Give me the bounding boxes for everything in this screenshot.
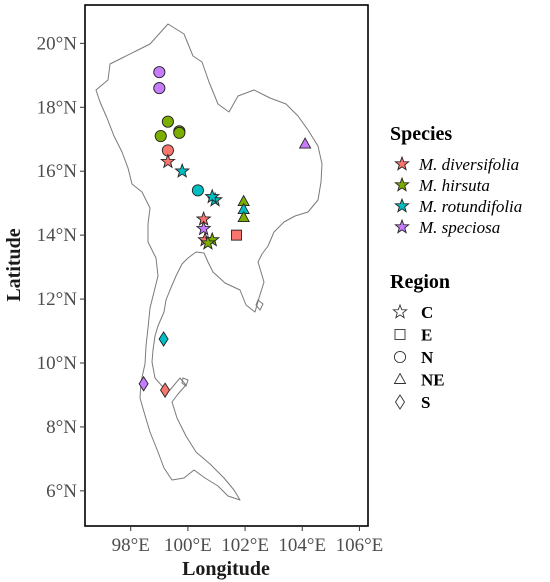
species-legend-label: M. rotundifolia — [418, 197, 522, 216]
species-legend-key — [394, 176, 410, 192]
data-points — [138, 66, 312, 398]
species-legend-key — [394, 218, 410, 234]
x-tick-label: 104°E — [278, 535, 326, 556]
species-legend-key — [394, 155, 410, 171]
y-tick-label: 14°N — [37, 225, 78, 246]
data-point — [298, 137, 312, 149]
region-legend-key — [392, 303, 408, 319]
region-legend-key — [393, 372, 407, 384]
y-tick-label: 12°N — [37, 289, 78, 310]
region-legend-title: Region — [390, 271, 450, 293]
y-tick-label: 10°N — [37, 353, 78, 374]
x-tick-label: 100°E — [164, 535, 212, 556]
data-point — [231, 229, 242, 241]
region-legend-label: NE — [421, 371, 445, 390]
species-legend-label: M. speciosa — [418, 218, 500, 237]
data-point — [138, 375, 149, 392]
data-point — [153, 66, 166, 79]
y-tick-label: 6°N — [46, 481, 77, 502]
y-tick-label: 8°N — [46, 417, 77, 438]
species-legend-key — [394, 197, 410, 213]
data-point — [159, 153, 176, 169]
y-tick-label: 18°N — [37, 97, 78, 118]
region-legend-label: N — [421, 348, 434, 367]
y-tick-label: 20°N — [37, 33, 78, 54]
y-tick-label: 16°N — [37, 161, 78, 182]
data-point — [200, 234, 216, 250]
x-axis-title: Longitude — [182, 558, 270, 580]
x-tick-label: 102°E — [221, 535, 269, 556]
data-point — [204, 188, 221, 204]
data-point — [237, 210, 250, 223]
region-legend-label: C — [421, 303, 433, 322]
region-legend-label: E — [421, 326, 432, 345]
region-legend-key — [394, 329, 406, 340]
region-legend-key — [394, 394, 406, 410]
region-legend-label: S — [421, 393, 430, 412]
koh-chang-island — [255, 299, 264, 311]
x-tick-label: 106°E — [336, 535, 384, 556]
data-point — [161, 115, 174, 128]
species-legend-label: M. hirsuta — [418, 176, 490, 195]
y-axis-title: Latitude — [3, 228, 25, 301]
species-legend-label: M. diversifolia — [418, 155, 519, 174]
gulf-island — [181, 377, 189, 387]
data-point — [195, 220, 212, 236]
data-point — [153, 82, 166, 95]
data-point — [160, 382, 171, 398]
thailand-outline — [95, 23, 323, 501]
data-point — [174, 162, 191, 178]
data-point — [158, 331, 169, 347]
data-point — [191, 184, 204, 197]
region-legend-key — [393, 350, 407, 364]
axis-ticks: 98°E 100°E 102°E 104°E 106°E 6°N 8°N 10°N 12°N 14… — [37, 33, 384, 556]
data-point — [154, 129, 167, 143]
data-point — [173, 126, 186, 139]
x-tick-label: 98°E — [112, 535, 150, 556]
species-legend-title: Species — [390, 123, 452, 145]
plot-panel-border — [84, 4, 369, 527]
region-legend: Region CEN NE S — [390, 271, 450, 412]
species-legend: Species M. diversifolia M. hirsuta M. rotu… — [390, 123, 522, 237]
